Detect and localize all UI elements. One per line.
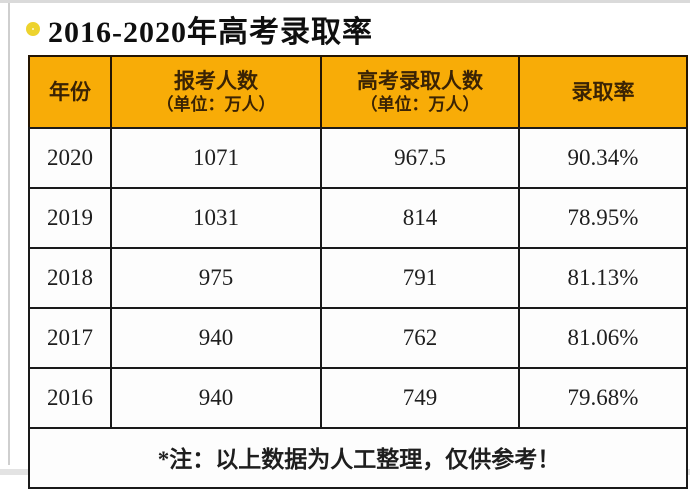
column-label: 报考人数 <box>174 69 258 93</box>
year-cell: 2020 <box>28 127 112 189</box>
column-sublabel: （单位：万人） <box>360 95 480 114</box>
table-row: 2016 940 749 79.68% <box>28 367 688 429</box>
ring-bullet-icon <box>26 22 40 36</box>
value-cell: 79.68% <box>518 367 688 429</box>
value-cell: 749 <box>320 367 520 429</box>
value-cell: 1071 <box>110 127 322 189</box>
table-header: 年份 报考人数 （单位：万人） 高考录取人数 （单位：万人） 录取率 <box>28 55 688 129</box>
column-label: 高考录取人数 <box>357 69 483 93</box>
table-row: 2020 1071 967.5 90.34% <box>28 127 688 189</box>
year-cell: 2019 <box>28 187 112 249</box>
value-cell: 762 <box>320 307 520 369</box>
column-header-applicants: 报考人数 （单位：万人） <box>110 55 322 129</box>
year-cell: 2018 <box>28 247 112 309</box>
value-cell: 791 <box>320 247 520 309</box>
table-body: 2020 1071 967.5 90.34% 2019 1031 814 78.95% 2018… <box>28 127 688 429</box>
value-cell: 940 <box>110 307 322 369</box>
column-header-year: 年份 <box>28 55 112 129</box>
table-row: 2019 1031 814 78.95% <box>28 187 688 249</box>
page-title: 2016-2020年高考录取率 <box>48 16 373 49</box>
value-cell: 78.95% <box>518 187 688 249</box>
column-header-rate: 录取率 <box>518 55 688 129</box>
column-sublabel: （单位：万人） <box>156 95 276 114</box>
title-row: 2016-2020年高考录取率 <box>26 8 666 50</box>
page-edge-top <box>0 0 690 3</box>
table-row: 2018 975 791 81.13% <box>28 247 688 309</box>
value-cell: 975 <box>110 247 322 309</box>
year-cell: 2017 <box>28 307 112 369</box>
value-cell: 940 <box>110 367 322 429</box>
year-cell: 2016 <box>28 367 112 429</box>
value-cell: 814 <box>320 187 520 249</box>
value-cell: 90.34% <box>518 127 688 189</box>
column-header-admitted: 高考录取人数 （单位：万人） <box>320 55 520 129</box>
table-row: 2017 940 762 81.06% <box>28 307 688 369</box>
value-cell: 967.5 <box>320 127 520 189</box>
admission-rate-table: 年份 报考人数 （单位：万人） 高考录取人数 （单位：万人） 录取率 2020 1… <box>28 55 688 489</box>
column-label: 录取率 <box>571 79 635 104</box>
value-cell: 81.06% <box>518 307 688 369</box>
table-footer: *注：以上数据为人工整理，仅供参考！ <box>28 427 688 489</box>
value-cell: 1031 <box>110 187 322 249</box>
value-cell: 81.13% <box>518 247 688 309</box>
column-label: 年份 <box>49 79 91 104</box>
note-row: *注：以上数据为人工整理，仅供参考！ <box>28 427 688 489</box>
table-header-row: 年份 报考人数 （单位：万人） 高考录取人数 （单位：万人） 录取率 <box>28 55 688 129</box>
table-note: *注：以上数据为人工整理，仅供参考！ <box>28 427 688 489</box>
page-edge-left <box>8 3 10 465</box>
